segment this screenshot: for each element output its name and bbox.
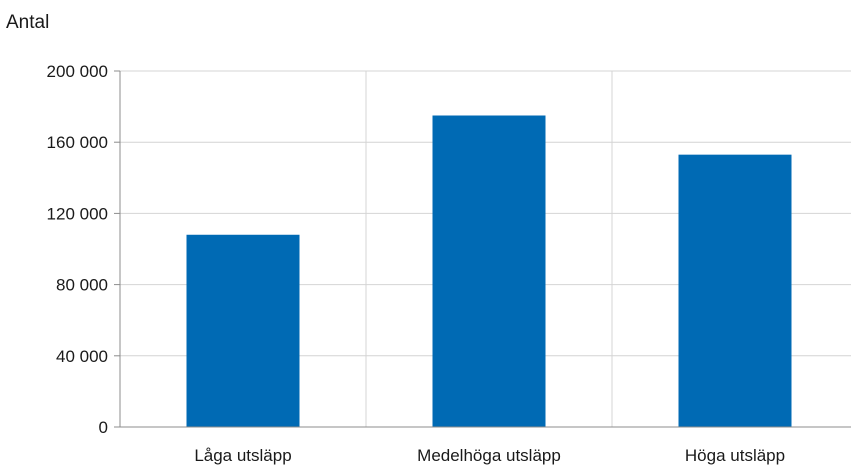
x-tick-label: Låga utsläpp: [194, 446, 291, 465]
bars: [186, 115, 792, 427]
bar: [678, 154, 792, 427]
y-tick-label: 120 000: [47, 204, 108, 223]
axis-labels: 0 40 000 80 000 120 000 160 000 200 000 Låga u…: [47, 62, 786, 465]
bar: [186, 234, 300, 427]
x-tick-label: Medelhöga utsläpp: [417, 446, 561, 465]
y-axis-label: Antal: [6, 12, 49, 33]
y-tick-label: 40 000: [56, 347, 108, 366]
axes: [114, 70, 851, 428]
x-tick-label: Höga utsläpp: [685, 446, 785, 465]
y-tick-label: 80 000: [56, 276, 108, 295]
y-tick-label: 0: [99, 418, 108, 437]
y-tick-label: 160 000: [47, 133, 108, 152]
y-tick-label: 200 000: [47, 62, 108, 81]
bar: [432, 115, 546, 427]
